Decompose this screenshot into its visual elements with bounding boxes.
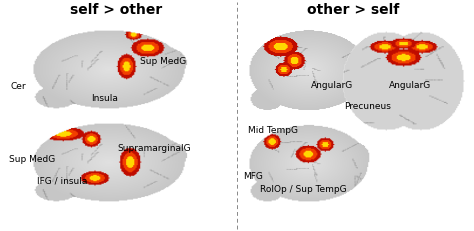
Text: Sup MedG: Sup MedG xyxy=(9,155,55,164)
Text: other > self: other > self xyxy=(307,3,399,17)
Text: Cer: Cer xyxy=(10,82,26,91)
Text: SupramarginalG: SupramarginalG xyxy=(118,145,191,153)
Text: AngularG: AngularG xyxy=(310,81,353,90)
Text: Mid TempG: Mid TempG xyxy=(248,126,298,135)
Text: Insula: Insula xyxy=(91,94,118,103)
Text: self > other: self > other xyxy=(70,3,162,17)
Text: RolOp / Sup TempG: RolOp / Sup TempG xyxy=(260,185,346,194)
Text: MFG: MFG xyxy=(243,172,263,181)
Text: Precuneus: Precuneus xyxy=(344,102,391,111)
Text: IFG / insula: IFG / insula xyxy=(37,177,87,186)
Text: Sup MedG: Sup MedG xyxy=(140,57,186,66)
Text: AngularG: AngularG xyxy=(389,81,431,90)
